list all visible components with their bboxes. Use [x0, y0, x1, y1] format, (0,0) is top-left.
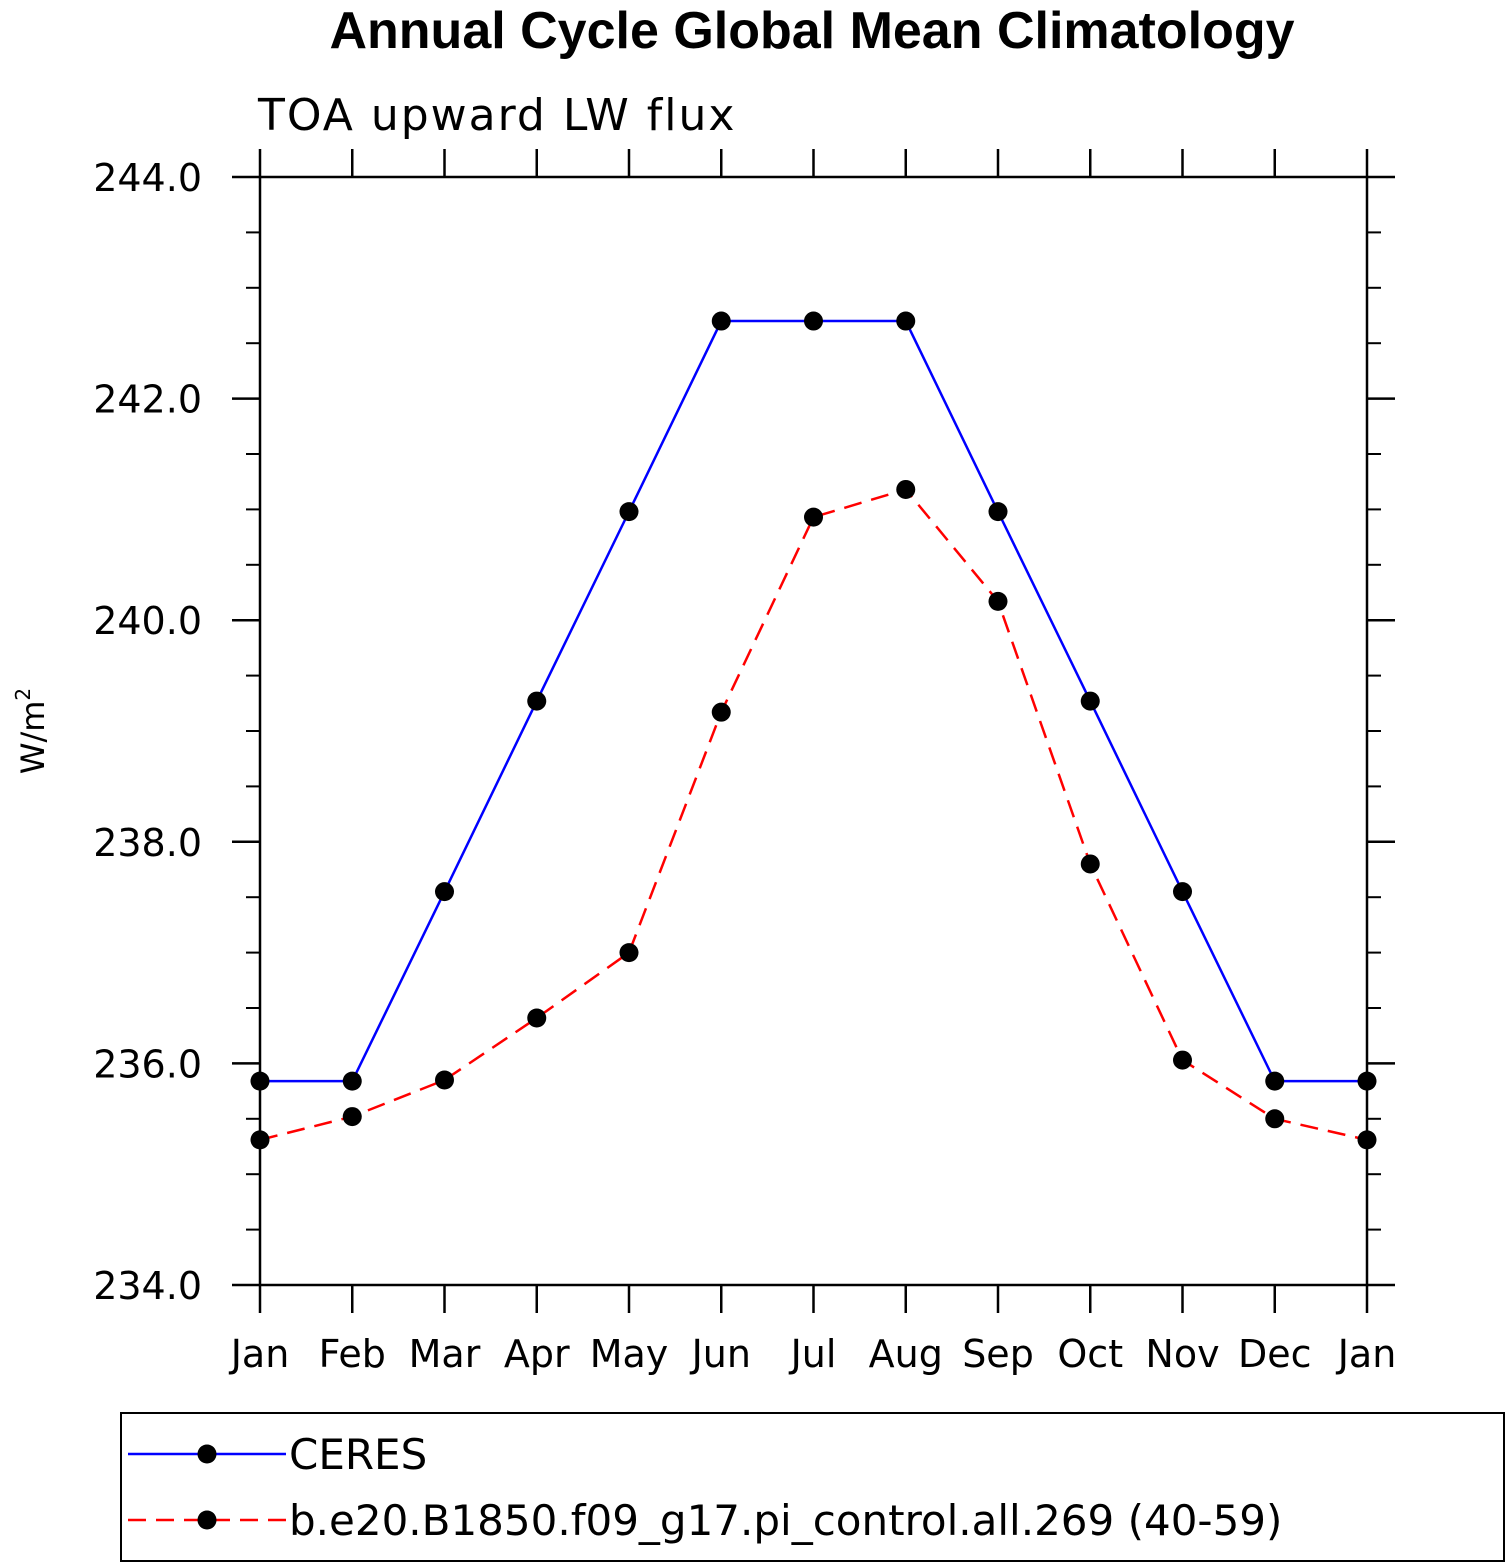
data-point — [619, 943, 639, 963]
data-point — [1357, 1130, 1377, 1150]
data-point — [527, 1008, 547, 1028]
x-tick-label: Mar — [409, 1332, 481, 1376]
data-point — [250, 1130, 270, 1150]
legend-marker — [197, 1510, 217, 1530]
data-point — [988, 591, 1008, 611]
series-2 — [250, 479, 1377, 1150]
y-tick-label: 240.0 — [93, 599, 202, 643]
data-point — [342, 1107, 362, 1127]
data-point — [435, 882, 454, 902]
y-axis-label-text: W/m — [14, 701, 52, 775]
legend: CERES b.e20.B1850.f09_g17.pi_control.all.… — [128, 1430, 1282, 1545]
data-point — [804, 507, 823, 527]
data-point — [527, 691, 547, 711]
x-tick-label: Nov — [1145, 1332, 1219, 1376]
x-tick-label: Aug — [869, 1332, 943, 1376]
x-tick-label: Sep — [962, 1332, 1034, 1376]
x-tick-label: Dec — [1238, 1332, 1312, 1376]
x-tick-label: Feb — [319, 1332, 386, 1376]
legend-label: b.e20.B1850.f09_g17.pi_control.all.269 (… — [289, 1496, 1282, 1545]
x-tick-label: Jan — [229, 1332, 290, 1376]
x-tick-label: Oct — [1057, 1332, 1123, 1376]
data-point — [435, 1070, 454, 1090]
chart-subtitle: TOA upward LW flux — [257, 90, 736, 141]
data-point — [1080, 691, 1100, 711]
data-point — [619, 502, 639, 522]
data-point — [711, 702, 731, 722]
plot-frame — [258, 175, 1369, 1287]
data-point — [250, 1071, 270, 1091]
x-tick-label: May — [590, 1332, 669, 1376]
data-point — [896, 479, 916, 499]
series-line — [260, 319, 1367, 1083]
x-tick-label: Apr — [504, 1332, 570, 1376]
plot-axes: Jan Feb Mar Apr May Jun Jul Aug Sep Oct Nov Dec Jan 2… — [93, 149, 1396, 1376]
x-tick-label: Jun — [690, 1332, 751, 1376]
series-line — [259, 488, 1368, 1142]
x-tick-label: Jan — [1336, 1332, 1397, 1376]
legend-box — [120, 1412, 1505, 1562]
y-tick-label: 236.0 — [93, 1042, 202, 1086]
y-axis-label-superscript: 2 — [11, 688, 35, 701]
y-tick-label: 242.0 — [93, 378, 202, 422]
y-tick-label: 244.0 — [93, 156, 202, 200]
data-point — [896, 311, 916, 331]
data-point — [342, 1071, 362, 1091]
y-axis-label: W/m2 — [11, 688, 52, 774]
data-point — [804, 311, 823, 331]
y-tick-label: 238.0 — [93, 821, 202, 865]
legend-label: CERES — [289, 1430, 427, 1479]
data-point — [1265, 1071, 1285, 1091]
series-layer — [250, 311, 1377, 1150]
y-tick-label: 234.0 — [93, 1264, 202, 1308]
data-point — [1173, 882, 1192, 902]
series-1 — [250, 311, 1377, 1091]
x-tick-label: Jul — [789, 1332, 837, 1376]
data-point — [1357, 1071, 1377, 1091]
chart-title: Annual Cycle Global Mean Climatology — [329, 2, 1294, 60]
data-point — [1265, 1109, 1285, 1129]
data-point — [1080, 854, 1100, 874]
data-point — [1173, 1050, 1192, 1070]
legend-marker — [197, 1444, 217, 1464]
data-point — [711, 311, 731, 331]
data-point — [988, 502, 1008, 522]
